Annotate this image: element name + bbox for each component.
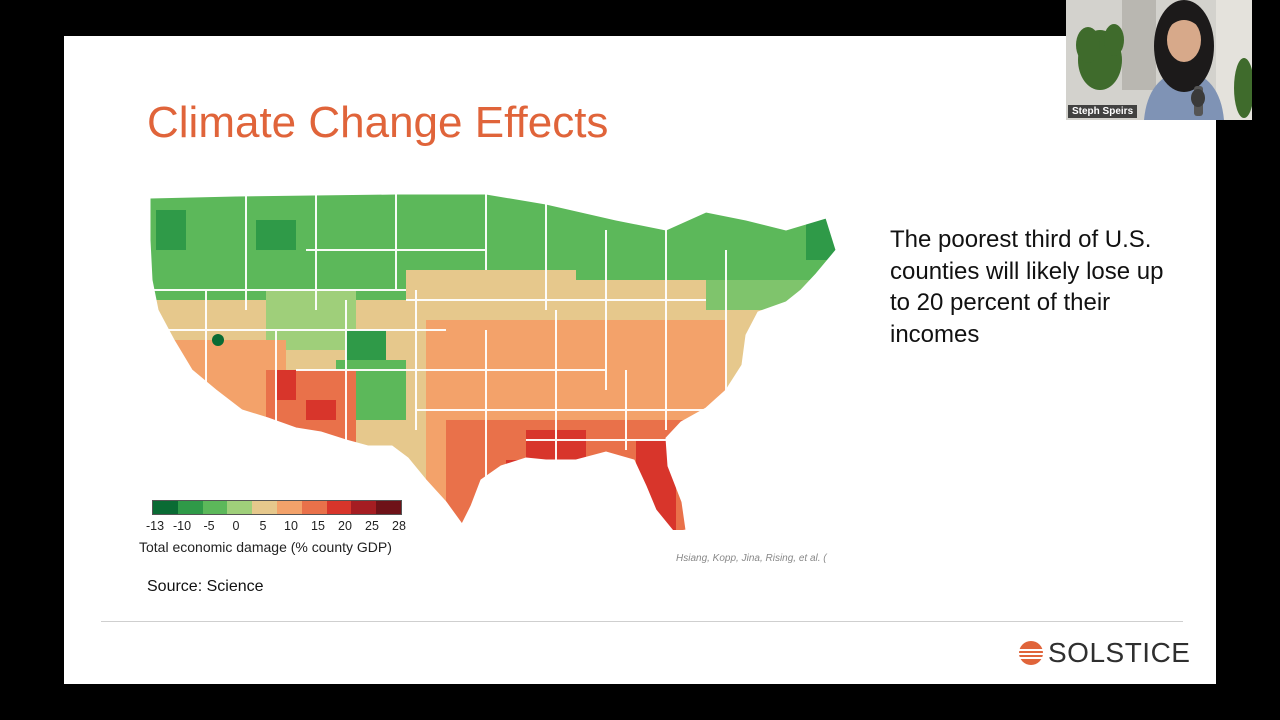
legend-swatch	[351, 501, 377, 514]
legend-swatch	[376, 501, 401, 514]
us-county-map-image	[149, 193, 837, 530]
legend-tick: 0	[232, 519, 240, 533]
legend-tick: 15	[311, 519, 325, 533]
legend-swatch	[177, 501, 203, 514]
slide-title: Climate Change Effects	[147, 98, 609, 147]
legend-tick: 28	[392, 519, 406, 533]
brand-name: SOLSTICE	[1048, 637, 1191, 668]
participant-name-label: Steph Speirs	[1068, 105, 1138, 118]
brand-logo: SOLSTICE	[1018, 636, 1190, 670]
legend-swatch	[153, 501, 178, 514]
legend-swatch	[276, 501, 302, 514]
legend-swatch	[252, 501, 277, 514]
legend-tick: 20	[338, 519, 352, 533]
legend-tick: 10	[284, 519, 298, 533]
legend-tick: 5	[259, 519, 267, 533]
footer-divider	[101, 621, 1183, 622]
slide-source: Source: Science	[147, 578, 264, 595]
map-citation: Hsiang, Kopp, Jina, Rising, et al. (	[676, 553, 827, 564]
legend-label: Total economic damage (% county GDP)	[139, 539, 392, 555]
legend-tick: -13	[145, 519, 165, 533]
sun-logo-icon	[1019, 641, 1043, 665]
legend-tick: -5	[203, 519, 215, 533]
participant-video-frame	[1066, 0, 1252, 120]
slide: Climate Change Effects	[64, 36, 1216, 684]
map-legend: -13 -10 -5 0 5 10 15 20 25 28 Total econ…	[139, 500, 442, 560]
legend-tick: -10	[172, 519, 192, 533]
legend-swatch	[301, 501, 327, 514]
participant-video-tile[interactable]: Steph Speirs	[1066, 0, 1252, 120]
legend-swatch	[227, 501, 253, 514]
legend-tick: 25	[365, 519, 379, 533]
legend-color-bar	[152, 500, 402, 515]
legend-swatch	[326, 501, 352, 514]
slide-body-text: The poorest third of U.S. counties will …	[890, 226, 1164, 348]
legend-swatch	[202, 501, 228, 514]
